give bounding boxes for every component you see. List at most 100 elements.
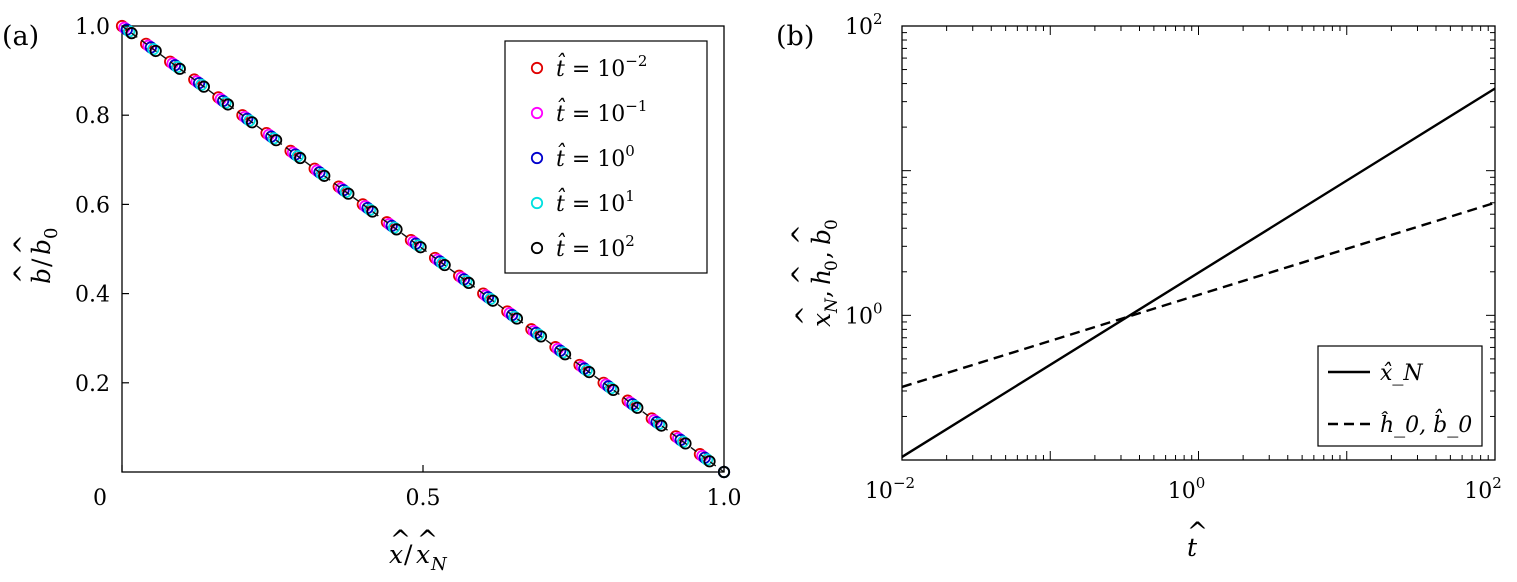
x-tick-label-2: 1.0: [707, 486, 742, 511]
panel-b: (b) 10−2 100 102 100 102 t ^ x ^ N , h ^ 0 …: [776, 10, 1502, 562]
point-3-4: [219, 96, 232, 109]
point-3-5: [243, 114, 256, 127]
point-4-18: [558, 348, 572, 361]
point-3-16: [508, 310, 521, 323]
point-4-23: [679, 437, 692, 450]
svg-text:/: /: [404, 540, 413, 569]
point-4-4: [221, 98, 235, 111]
point-3-21: [628, 399, 642, 413]
legend-marker-4: [530, 241, 544, 255]
point-4-19: [583, 365, 596, 379]
panel-a-points: [115, 19, 731, 479]
x-tick-label-0: 0: [93, 486, 107, 511]
y-tick-label-1: 102: [845, 10, 883, 40]
legend-marker-0: [530, 61, 544, 75]
svg-text:^: ^: [9, 234, 38, 255]
point-3-13: [436, 257, 449, 270]
y-tick-label-3: 0.8: [75, 104, 110, 129]
panel-b-lines: [901, 87, 1496, 458]
point-3-2: [171, 60, 184, 74]
point-3-8: [315, 167, 328, 181]
svg-text:^: ^: [787, 224, 816, 245]
point-3-20: [604, 382, 617, 395]
x-tick-label-1: 0.5: [406, 486, 441, 511]
point-4-20: [607, 383, 620, 397]
point-4-22: [655, 419, 668, 432]
svg-text:^: ^: [390, 525, 411, 554]
y-tick-label-2: 0.6: [75, 193, 110, 218]
point-3-15: [484, 292, 497, 306]
point-3-24: [701, 453, 714, 466]
panel-b-legend: x̂_N ĥ_0, b̂_0: [1317, 345, 1483, 447]
legend-label-0: x̂_N: [1380, 361, 1423, 386]
svg-text:b: b: [807, 229, 836, 245]
point-3-17: [532, 328, 545, 341]
x-tick-label-1: 100: [1168, 474, 1206, 504]
point-3-6: [267, 132, 280, 145]
legend-marker-3: [530, 196, 544, 210]
panel-b-y-ticks: 100 102: [845, 10, 883, 329]
point-4-5: [245, 116, 259, 129]
series-3: [123, 25, 731, 479]
svg-text:t: t: [1187, 533, 1198, 562]
y-tick-label-4: 1.0: [75, 15, 110, 40]
point-3-12: [412, 239, 425, 252]
y-tick-label-0: 100: [845, 299, 883, 329]
point-4-1: [149, 44, 162, 58]
point-4-0: [125, 27, 138, 40]
guide-line: [121, 25, 725, 473]
point-3-18: [556, 346, 569, 359]
point-3-23: [676, 435, 690, 448]
svg-text:x: x: [807, 313, 836, 327]
point-4-13: [438, 258, 451, 272]
point-3-3: [195, 78, 208, 91]
legend-label-1: t̂ = 10−1: [556, 97, 647, 127]
svg-text:^: ^: [9, 263, 38, 284]
point-4-21: [631, 401, 644, 414]
svg-text:x: x: [389, 540, 403, 569]
point-4-9: [342, 187, 355, 200]
legend-label-3: t̂ = 101: [556, 187, 635, 217]
panel-a-label: (a): [2, 21, 39, 52]
point-4-10: [366, 205, 379, 218]
point-3-0: [123, 25, 136, 38]
svg-text:h: h: [807, 269, 836, 285]
legend-label-2: t̂ = 100: [556, 142, 635, 172]
point-4-11: [390, 223, 403, 236]
svg-text:N: N: [822, 297, 842, 314]
svg-text:b: b: [27, 239, 56, 255]
series-4: [125, 27, 731, 479]
svg-text:^: ^: [791, 305, 820, 326]
panel-a-legend: t̂ = 10−2 t̂ = 10−1 t̂ = 100 t̂ = 101 t̂ = 1…: [504, 40, 708, 274]
point-3-22: [652, 417, 666, 430]
panel-b-y-axis-label: x ^ N , h ^ 0 , b ^ 0: [787, 219, 842, 327]
legend-marker-1: [530, 106, 544, 120]
panel-b-x-ticks: 10−2 100 102: [865, 474, 1502, 504]
panel-a-x-ticks: 0 0.5 1.0: [93, 465, 742, 511]
legend-label-1: ĥ_0, b̂_0: [1380, 409, 1472, 438]
series-line-1: [901, 201, 1496, 389]
series-line-0: [901, 87, 1496, 458]
point-3-10: [363, 203, 377, 216]
x-tick-label-2: 102: [1464, 474, 1502, 504]
panel-a: (a) 0 0.5 1.0 0.20.40.60.81.0 x ^ / x ^ N …: [2, 15, 742, 575]
point-3-9: [339, 185, 353, 199]
y-tick-label-0: 0.2: [75, 372, 110, 397]
y-tick-label-1: 0.4: [75, 283, 110, 308]
x-tick-label-0: 10−2: [865, 474, 915, 504]
point-4-15: [486, 294, 499, 307]
point-4-12: [414, 241, 427, 254]
point-4-24: [703, 455, 716, 468]
svg-text:/: /: [27, 258, 56, 267]
point-4-8: [318, 169, 331, 182]
point-4-6: [270, 134, 283, 147]
svg-text:0: 0: [41, 228, 62, 239]
point-3-14: [460, 275, 473, 288]
svg-text:N: N: [430, 554, 448, 575]
svg-text:,: ,: [807, 290, 836, 298]
panel-a-y-axis-label: b ^ / b ^ 0: [9, 228, 62, 284]
legend-label-4: t̂ = 102: [556, 232, 635, 262]
panel-b-x-axis-label: t ^: [1187, 517, 1208, 562]
point-4-14: [462, 276, 475, 289]
